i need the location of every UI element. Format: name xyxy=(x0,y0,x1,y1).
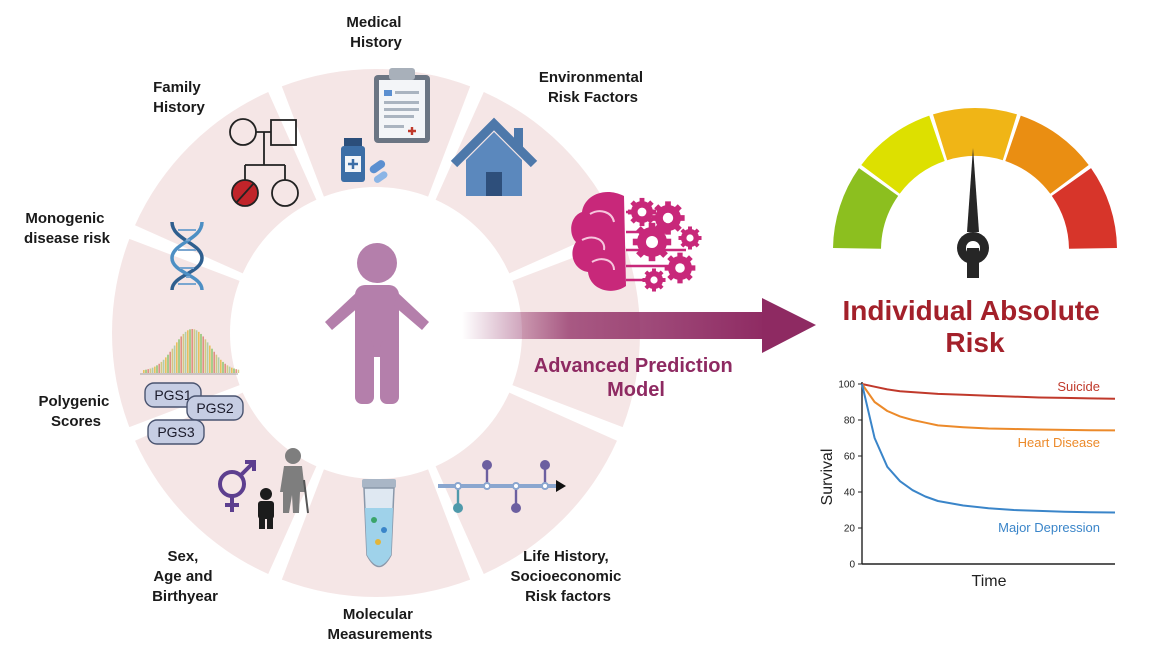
gear-icon xyxy=(632,222,672,262)
gear-icon xyxy=(642,268,666,292)
molecular-label: Molecular Measurements xyxy=(327,606,432,643)
pills-icon xyxy=(369,160,388,183)
monogenic-label: Monogenic disease risk xyxy=(24,210,111,247)
gauge-segment-4 xyxy=(1005,115,1089,194)
y-tick-label-20: 20 xyxy=(844,524,856,535)
house-icon xyxy=(450,117,538,196)
elderly-person-icon xyxy=(280,448,309,514)
y-tick-label-60: 60 xyxy=(844,452,856,463)
x-axis-label: Time xyxy=(972,573,1007,590)
y-axis-label: Survival xyxy=(819,449,836,506)
major-depression-series-label: Major Depression xyxy=(998,520,1100,535)
gauge-segment-3 xyxy=(933,107,1017,161)
sex-age-label: Sex, Age and Birthyear xyxy=(152,548,218,605)
pgs2-label: PGS2 xyxy=(196,400,234,416)
child-icon xyxy=(258,488,274,529)
pedigree-icon xyxy=(229,118,299,207)
data-source-wheel: PGS1 PGS2 PGS3 xyxy=(24,14,647,643)
risk-gauge xyxy=(833,107,1117,278)
family-history-label: Family History xyxy=(153,79,205,116)
y-tick-label-80: 80 xyxy=(844,416,856,427)
heart-disease-line xyxy=(861,383,1116,432)
gauge-segment-1 xyxy=(833,168,899,249)
pgs-badge-group: PGS1 PGS2 PGS3 xyxy=(144,382,244,445)
test-tube-icon xyxy=(362,479,396,568)
molecular-wedge xyxy=(435,392,617,574)
gauge-segment-5 xyxy=(1051,168,1117,249)
medical-history-label: Medical History xyxy=(346,14,405,51)
gear-icon xyxy=(678,226,702,250)
polygenic-peak-icon xyxy=(140,329,240,375)
heart-disease-series-label: Heart Disease xyxy=(1018,435,1100,450)
major-depression-line xyxy=(861,383,1116,514)
prediction-arrow xyxy=(462,298,816,353)
gear-icon xyxy=(664,252,696,284)
monogenic-wedge xyxy=(112,238,240,428)
brain-gears-icon xyxy=(571,191,702,292)
pgs1-label: PGS1 xyxy=(154,387,192,403)
timeline-icon xyxy=(438,460,566,513)
polygenic-label: Polygenic Scores xyxy=(38,393,113,430)
y-tick-label-100: 100 xyxy=(838,380,855,391)
gauge-needle xyxy=(967,148,979,232)
dna-icon xyxy=(170,221,204,291)
survival-chart: 0 20 40 60 80 100 Suicide Heart Disease Major D… xyxy=(819,379,1116,590)
environmental-label: Environmental Risk Factors xyxy=(539,69,647,106)
gauge-segment-2 xyxy=(861,115,945,194)
person-icon xyxy=(325,243,429,404)
clipboard-icon xyxy=(374,68,430,143)
suicide-series-label: Suicide xyxy=(1057,379,1100,394)
risk-title: Individual Absolute Risk xyxy=(843,295,1108,358)
y-tick-label-0: 0 xyxy=(849,560,855,571)
suicide-line xyxy=(861,383,1116,400)
gear-icon xyxy=(651,201,685,235)
gear-icon xyxy=(627,197,657,227)
model-label: Advanced Prediction Model xyxy=(534,355,739,401)
life-history-label: Life History, Socioeconomic Risk factors xyxy=(510,548,625,605)
y-tick-label-40: 40 xyxy=(844,488,856,499)
gender-symbol-icon xyxy=(218,460,256,512)
medicine-bottle-icon xyxy=(341,138,365,182)
pgs3-label: PGS3 xyxy=(157,424,195,440)
